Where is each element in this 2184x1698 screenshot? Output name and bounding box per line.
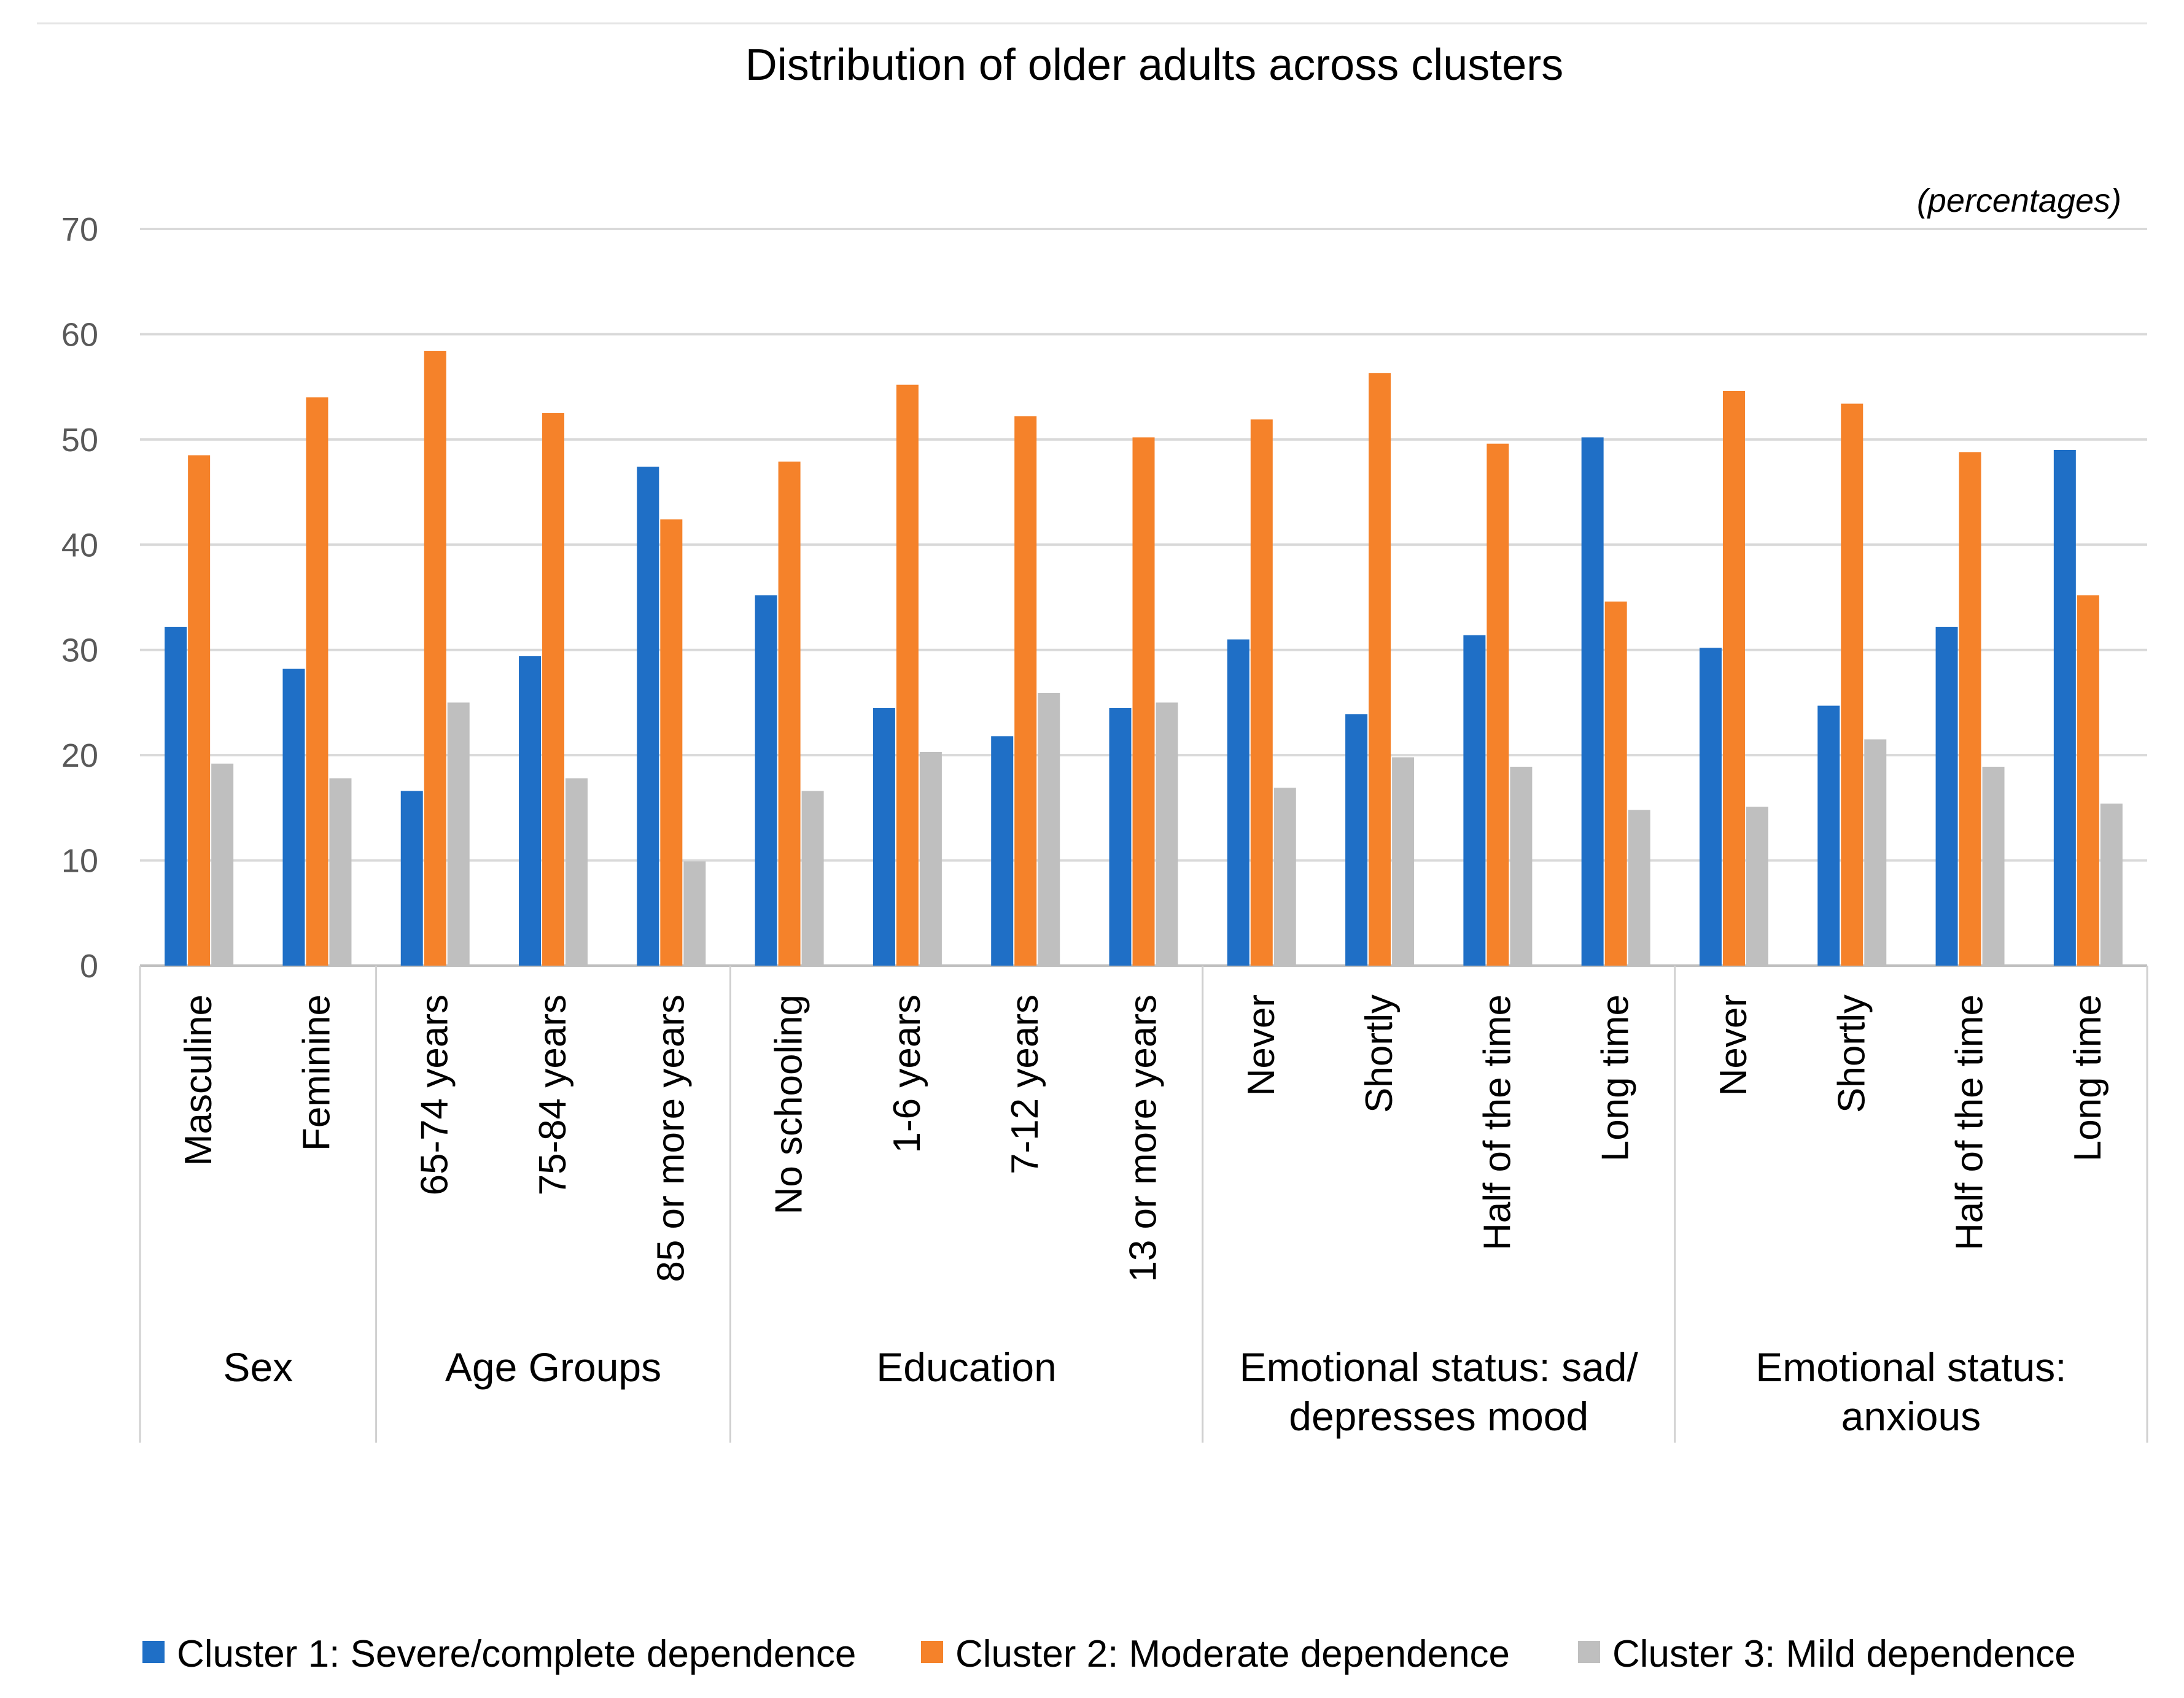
legend-swatch-1: [142, 1641, 165, 1663]
x-group-label-3-1: depresses mood: [1289, 1394, 1588, 1439]
bar-series3-15: [1982, 767, 2005, 966]
bar-series3-3: [565, 778, 588, 966]
x-category-label-3: 75-84 years: [532, 994, 574, 1195]
bar-series3-0: [211, 763, 234, 966]
bars: [165, 351, 2123, 966]
y-tick-label-50: 50: [61, 422, 98, 459]
bar-series1-8: [1109, 708, 1132, 966]
legend-swatch-2: [921, 1641, 943, 1663]
legend: Cluster 1: Severe/complete dependence Clu…: [142, 1633, 2076, 1675]
bar-series2-10: [1369, 373, 1391, 966]
bar-series3-8: [1156, 702, 1178, 966]
unit-note: (percentages): [1917, 182, 2121, 219]
x-group-label-0-0: Sex: [223, 1344, 293, 1390]
y-axis-ticks: 0 10 20 30 40 50 60 70: [61, 211, 98, 985]
y-tick-label-30: 30: [61, 632, 98, 669]
bar-series2-13: [1722, 391, 1745, 966]
bar-series1-2: [400, 791, 423, 966]
bar-series2-15: [1959, 452, 1981, 966]
x-category-label-15: Half of the time: [1949, 994, 1991, 1250]
legend-label-3: Cluster 3: Mild dependence: [1612, 1633, 2076, 1675]
x-group-label-3-0: Emotional status: sad/: [1240, 1344, 1639, 1390]
y-tick-label-60: 60: [61, 316, 98, 353]
bar-series1-13: [1699, 648, 1722, 966]
x-axis-category-labels: Masculine Feminine 65-74 years 75-84 years 8…: [177, 994, 2109, 1282]
bar-series2-1: [306, 397, 328, 966]
y-tick-label-0: 0: [80, 948, 98, 985]
y-tick-label-40: 40: [61, 527, 98, 564]
bar-series3-10: [1392, 757, 1415, 966]
x-category-label-7: 7-12 years: [1004, 994, 1046, 1174]
legend-label-1: Cluster 1: Severe/complete dependence: [177, 1633, 856, 1675]
legend-swatch-3: [1578, 1641, 1600, 1663]
bar-series1-3: [519, 656, 542, 966]
bar-series2-7: [1014, 416, 1037, 966]
x-category-label-1: Feminine: [295, 994, 338, 1151]
x-group-label-1-0: Age Groups: [445, 1344, 661, 1390]
bar-series1-7: [991, 736, 1014, 966]
bar-series2-5: [778, 461, 801, 966]
bar-series3-4: [683, 861, 706, 966]
bar-series1-6: [872, 708, 895, 966]
x-group-label-4-0: Emotional status:: [1755, 1344, 2066, 1390]
x-category-label-10: Shortly: [1358, 994, 1401, 1113]
bar-series1-9: [1227, 639, 1249, 966]
bar-series1-11: [1463, 635, 1486, 966]
x-category-label-5: No schooling: [768, 994, 810, 1214]
bar-series1-10: [1345, 714, 1368, 966]
bar-series2-0: [188, 455, 211, 966]
bar-series2-11: [1486, 443, 1509, 966]
bar-series2-9: [1250, 419, 1273, 966]
x-category-label-14: Shortly: [1830, 994, 1873, 1113]
bar-series3-7: [1038, 693, 1060, 966]
bar-series3-12: [1628, 810, 1650, 966]
bar-series1-1: [282, 669, 305, 966]
bar-series3-5: [801, 791, 824, 966]
bar-series2-3: [542, 413, 565, 966]
y-tick-label-20: 20: [61, 737, 98, 774]
x-category-label-11: Half of the time: [1476, 994, 1518, 1250]
bar-series1-12: [1581, 437, 1604, 966]
bar-series2-12: [1604, 601, 1627, 966]
x-category-label-0: Masculine: [177, 994, 220, 1166]
y-tick-label-70: 70: [61, 211, 98, 248]
bar-series1-14: [1817, 705, 1840, 966]
x-category-label-9: Never: [1240, 994, 1283, 1096]
bar-series3-1: [329, 778, 352, 966]
x-category-label-6: 1-6 years: [886, 994, 928, 1153]
x-category-label-16: Long time: [2067, 994, 2109, 1161]
bar-series2-6: [896, 384, 919, 966]
bar-series1-4: [637, 467, 659, 966]
bar-series3-9: [1273, 788, 1296, 966]
bar-series3-2: [447, 702, 470, 966]
x-category-label-4: 85 or more years: [650, 994, 692, 1282]
bar-series1-5: [755, 595, 777, 966]
x-group-label-2-0: Education: [876, 1344, 1057, 1390]
bar-series1-0: [165, 627, 187, 966]
bar-series3-6: [919, 752, 942, 966]
bar-series2-2: [424, 351, 446, 966]
chart-title: Distribution of older adults across clus…: [745, 41, 1564, 90]
legend-label-2: Cluster 2: Moderate dependence: [955, 1633, 1510, 1675]
x-category-label-2: 65-74 years: [414, 994, 456, 1195]
x-category-label-8: 13 or more years: [1122, 994, 1165, 1282]
bar-series1-16: [2053, 450, 2076, 966]
x-axis-group-labels: Sex Age Groups Education Emotional status: …: [139, 966, 2148, 1443]
bar-series3-16: [2100, 804, 2123, 966]
bar-series2-4: [660, 519, 683, 966]
bar-series1-15: [1935, 627, 1958, 966]
x-group-label-4-1: anxious: [1841, 1394, 1981, 1439]
bar-series2-16: [2077, 595, 2099, 966]
bar-series3-11: [1510, 767, 1533, 966]
y-tick-label-10: 10: [61, 843, 98, 880]
bar-series3-13: [1746, 807, 1768, 966]
bar-series3-14: [1864, 739, 1887, 966]
x-category-label-12: Long time: [1595, 994, 1637, 1161]
bar-series2-8: [1132, 437, 1155, 966]
x-category-label-13: Never: [1712, 994, 1755, 1096]
bar-series2-14: [1841, 403, 1863, 966]
